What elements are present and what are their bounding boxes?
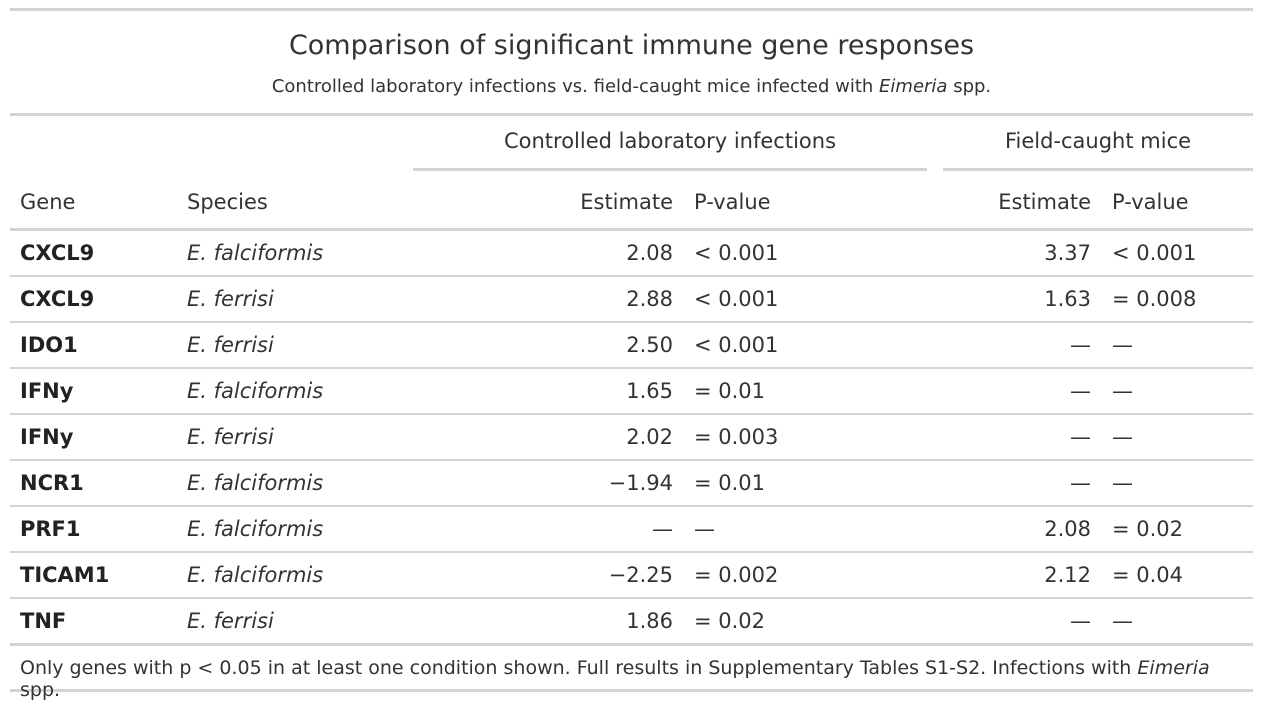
gene-cell: PRF1 [20, 517, 81, 541]
lab-estimate-cell: — [652, 517, 673, 541]
lab-pvalue-cell: = 0.02 [694, 609, 766, 633]
lab-estimate-cell: 2.50 [626, 333, 673, 357]
table-row: IFNy E. falciformis 1.65 = 0.01 — — [10, 369, 1253, 415]
column-spanners: Controlled laboratory infections Field-c… [10, 116, 1253, 172]
gene-cell: IFNy [20, 425, 74, 449]
field-pvalue-cell: = 0.04 [1112, 563, 1184, 587]
results-table: Comparison of significant immune gene re… [10, 8, 1253, 701]
lab-estimate-cell: 1.65 [626, 379, 673, 403]
spanner-lab-label: Controlled laboratory infections [503, 129, 837, 153]
spanner-field-rule [943, 168, 1253, 171]
field-pvalue-cell: = 0.02 [1112, 517, 1184, 541]
spanner-field: Field-caught mice [943, 129, 1253, 171]
field-estimate-cell: — [1070, 609, 1091, 633]
field-pvalue-cell: — [1112, 379, 1133, 403]
lab-pvalue-cell: = 0.002 [694, 563, 779, 587]
lab-estimate-cell: −1.94 [608, 471, 673, 495]
footnote-text: Only genes with p < 0.05 in at least one… [20, 657, 1138, 679]
species-cell: E. ferrisi [187, 287, 274, 311]
gene-cell: CXCL9 [20, 241, 95, 265]
field-pvalue-cell: — [1112, 333, 1133, 357]
gene-cell: TNF [20, 609, 67, 633]
header-gene: Gene [20, 190, 76, 214]
species-cell: E. ferrisi [187, 333, 274, 357]
field-pvalue-cell: < 0.001 [1112, 241, 1197, 265]
lab-pvalue-cell: = 0.01 [694, 379, 766, 403]
table-row: NCR1 E. falciformis −1.94 = 0.01 — — [10, 461, 1253, 507]
header-field-estimate: Estimate [998, 190, 1091, 214]
gene-cell: TICAM1 [20, 563, 110, 587]
field-pvalue-cell: = 0.008 [1112, 287, 1197, 311]
lab-estimate-cell: 2.02 [626, 425, 673, 449]
field-estimate-cell: 1.63 [1044, 287, 1091, 311]
subtitle-genus: Eimeria [879, 76, 948, 97]
lab-pvalue-cell: < 0.001 [694, 333, 779, 357]
subtitle-rule [10, 113, 1253, 116]
species-cell: E. falciformis [187, 471, 324, 495]
header-species: Species [187, 190, 268, 214]
table-title: Comparison of significant immune gene re… [288, 30, 975, 61]
spanner-lab: Controlled laboratory infections [413, 129, 927, 171]
table-row: PRF1 E. falciformis — — 2.08 = 0.02 [10, 507, 1253, 553]
lab-estimate-cell: 2.88 [626, 287, 673, 311]
field-pvalue-cell: — [1112, 609, 1133, 633]
lab-pvalue-cell: — [694, 517, 715, 541]
table-row: TNF E. ferrisi 1.86 = 0.02 — — [10, 599, 1253, 646]
lab-estimate-cell: 2.08 [626, 241, 673, 265]
table-row: CXCL9 E. ferrisi 2.88 < 0.001 1.63 = 0.0… [10, 277, 1253, 323]
species-cell: E. falciformis [187, 379, 324, 403]
species-cell: E. falciformis [187, 517, 324, 541]
bottom-rule [10, 689, 1253, 692]
table-row: TICAM1 E. falciformis −2.25 = 0.002 2.12… [10, 553, 1253, 599]
top-rule [10, 8, 1253, 11]
footnote-genus: Eimeria [1137, 657, 1210, 679]
gene-cell: NCR1 [20, 471, 84, 495]
table-subtitle: Controlled laboratory infections vs. fie… [10, 75, 1253, 99]
species-cell: E. falciformis [187, 241, 324, 265]
field-estimate-cell: 2.08 [1044, 517, 1091, 541]
lab-pvalue-cell: = 0.01 [694, 471, 766, 495]
subtitle-text: Controlled laboratory infections vs. fie… [271, 76, 880, 97]
lab-pvalue-cell: = 0.003 [694, 425, 779, 449]
spanner-field-label: Field-caught mice [1004, 129, 1192, 153]
field-estimate-cell: — [1070, 379, 1091, 403]
lab-pvalue-cell: < 0.001 [694, 241, 779, 265]
subtitle-suffix: spp. [947, 76, 992, 97]
field-estimate-cell: 3.37 [1044, 241, 1091, 265]
field-pvalue-cell: — [1112, 425, 1133, 449]
field-estimate-cell: — [1070, 333, 1091, 357]
field-estimate-cell: — [1070, 471, 1091, 495]
header-field-pvalue: P-value [1112, 190, 1189, 214]
gene-cell: IFNy [20, 379, 74, 403]
table-row: CXCL9 E. falciformis 2.08 < 0.001 3.37 <… [10, 231, 1253, 277]
footnote-suffix: spp. [20, 679, 61, 701]
column-headers: Gene Species Estimate P-value Estimate P… [10, 172, 1253, 228]
field-pvalue-cell: — [1112, 471, 1133, 495]
gene-cell: CXCL9 [20, 287, 95, 311]
table-body: CXCL9 E. falciformis 2.08 < 0.001 3.37 <… [10, 231, 1253, 646]
table-footnote: Only genes with p < 0.05 in at least one… [10, 646, 1253, 701]
table-row: IDO1 E. ferrisi 2.50 < 0.001 — — [10, 323, 1253, 369]
field-estimate-cell: 2.12 [1044, 563, 1091, 587]
header-rule [10, 228, 1253, 231]
lab-estimate-cell: −2.25 [608, 563, 673, 587]
species-cell: E. falciformis [187, 563, 324, 587]
lab-estimate-cell: 1.86 [626, 609, 673, 633]
species-cell: E. ferrisi [187, 609, 274, 633]
spanner-lab-rule [413, 168, 927, 171]
lab-pvalue-cell: < 0.001 [694, 287, 779, 311]
gene-cell: IDO1 [20, 333, 78, 357]
table-row: IFNy E. ferrisi 2.02 = 0.003 — — [10, 415, 1253, 461]
header-lab-estimate: Estimate [580, 190, 673, 214]
header-lab-pvalue: P-value [694, 190, 771, 214]
species-cell: E. ferrisi [187, 425, 274, 449]
field-estimate-cell: — [1070, 425, 1091, 449]
